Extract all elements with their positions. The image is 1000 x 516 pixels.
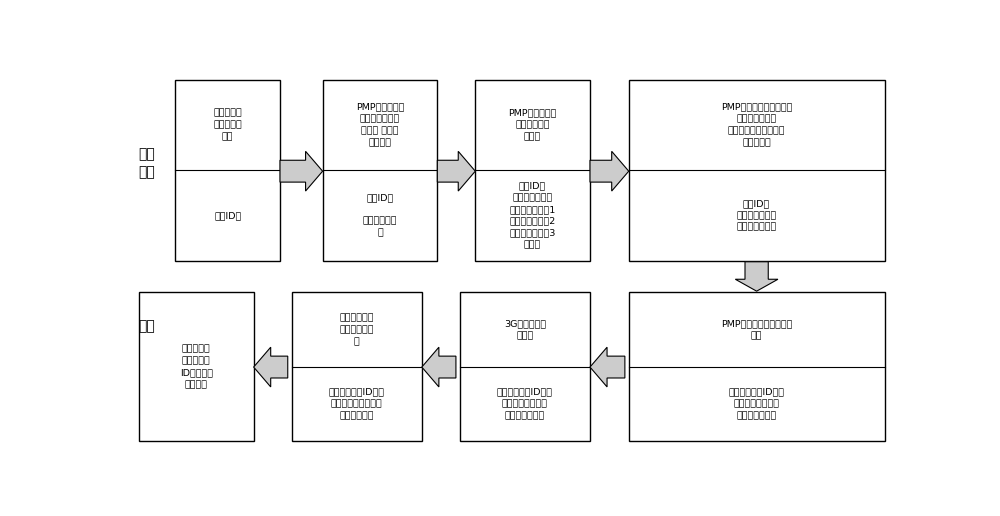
Bar	[629, 293, 885, 441]
Bar	[629, 80, 885, 261]
Text: PMP控制单元对数据进行
加密: PMP控制单元对数据进行 加密	[721, 319, 792, 340]
Text: PMP控制单元根据仪器型
号规范化测量值
（单位换算，多次测量
取平均值）: PMP控制单元根据仪器型 号规范化测量值 （单位换算，多次测量 取平均值）	[721, 103, 792, 147]
Bar	[139, 293, 254, 441]
Polygon shape	[735, 262, 778, 291]
Text: 3G网络传输加
密数据: 3G网络传输加 密数据	[504, 319, 546, 340]
Text: 加密后的实验ID号、
接地电阻仪型号、
规范化的测量值: 加密后的实验ID号、 接地电阻仪型号、 规范化的测量值	[729, 388, 785, 421]
Text: PMP控制单元根
据连接口以及应
答信号 确定电
阻仪型号: PMP控制单元根 据连接口以及应 答信号 确定电 阻仪型号	[356, 103, 404, 147]
Text: 实验ID号: 实验ID号	[214, 211, 241, 220]
Text: 解密后的实验ID号、
接地电阻仪型号、规
范化的测量值: 解密后的实验ID号、 接地电阻仪型号、规 范化的测量值	[329, 388, 385, 421]
Text: 数据: 数据	[138, 319, 155, 333]
Bar	[323, 80, 437, 261]
Polygon shape	[280, 151, 323, 191]
Bar	[175, 80, 280, 261]
Text: 实验ID号
接地电阻仪型号
未处理的测量值1
未处理的测量值2
未处理的测量值3
。。。: 实验ID号 接地电阻仪型号 未处理的测量值1 未处理的测量值2 未处理的测量值3…	[509, 182, 556, 249]
Text: 加密后的实验ID号、
接地电阻仪型号、
规范化的测量值: 加密后的实验ID号、 接地电阻仪型号、 规范化的测量值	[497, 388, 553, 421]
Polygon shape	[590, 151, 629, 191]
Polygon shape	[590, 347, 625, 387]
Polygon shape	[422, 347, 456, 387]
Bar	[475, 80, 590, 261]
Bar	[460, 293, 590, 441]
Text: 生产管理系
统下达实验
内容: 生产管理系 统下达实验 内容	[213, 109, 242, 141]
Text: 生产管理系
统根据实验
ID号，入库
实验信息: 生产管理系 统根据实验 ID号，入库 实验信息	[180, 345, 213, 389]
Polygon shape	[437, 151, 475, 191]
Text: 生产管理系统
接受并解密数
据: 生产管理系统 接受并解密数 据	[339, 313, 374, 346]
Text: PMP控制单元控
制电阻仪测量
电阻值: PMP控制单元控 制电阻仪测量 电阻值	[508, 109, 557, 141]
Text: 实验ID号
接地电阻仪型号
规范化的测量值: 实验ID号 接地电阻仪型号 规范化的测量值	[736, 199, 777, 232]
Text: 处理
方式: 处理 方式	[138, 147, 155, 180]
Bar	[292, 293, 422, 441]
Text: 实验ID号

接地电阻仪型
号: 实验ID号 接地电阻仪型 号	[363, 193, 397, 237]
Polygon shape	[254, 347, 288, 387]
